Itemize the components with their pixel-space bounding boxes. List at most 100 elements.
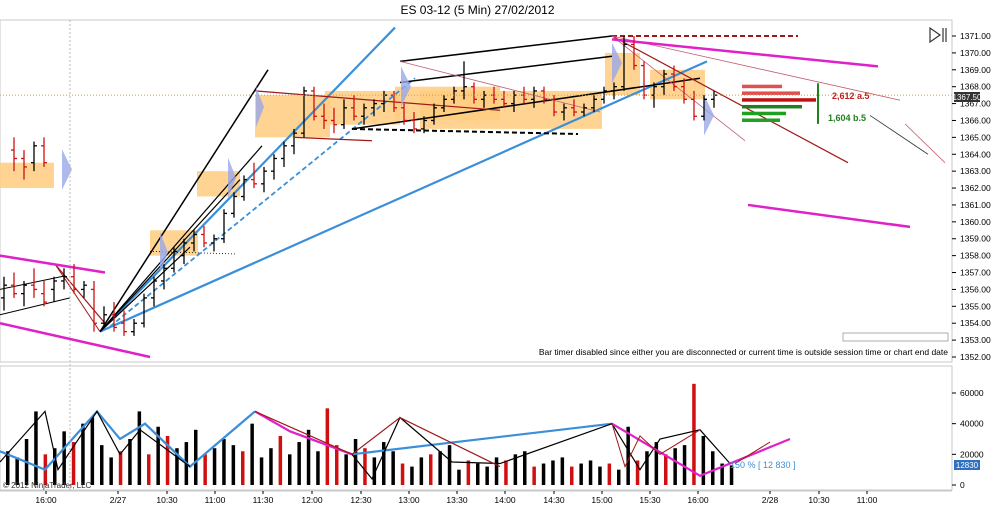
price-bar[interactable]	[411, 112, 417, 134]
play-pause-icon[interactable]	[929, 26, 947, 44]
volume-bar[interactable]	[682, 445, 687, 485]
price-bar[interactable]	[161, 264, 167, 290]
volume-bar[interactable]	[335, 445, 339, 485]
volume-bar[interactable]	[344, 454, 348, 485]
price-bar[interactable]	[31, 268, 37, 298]
price-bar[interactable]	[151, 276, 157, 307]
volume-bar[interactable]	[147, 454, 151, 485]
price-bar[interactable]	[201, 226, 207, 248]
price-bar[interactable]	[621, 36, 627, 91]
price-bar[interactable]	[211, 234, 217, 252]
volume-bar[interactable]	[447, 445, 452, 485]
volume-bar[interactable]	[485, 466, 489, 485]
volume-bar[interactable]	[278, 435, 283, 485]
volume-bar[interactable]	[165, 435, 170, 485]
volume-bar[interactable]	[504, 460, 508, 485]
volume-bar[interactable]	[729, 465, 734, 485]
volume-bar[interactable]	[297, 442, 301, 485]
black-trend-line[interactable]	[399, 35, 613, 63]
volume-bar[interactable]	[250, 423, 254, 485]
price-bar[interactable]	[531, 86, 537, 108]
thin-red-line[interactable]	[399, 60, 601, 113]
price-bar[interactable]	[61, 268, 67, 290]
price-bar[interactable]	[311, 86, 317, 121]
volume-bar[interactable]	[109, 457, 113, 485]
volume-bar[interactable]	[419, 457, 424, 485]
volume-bar[interactable]	[194, 429, 198, 485]
volume-bar[interactable]	[363, 448, 367, 485]
price-bar[interactable]	[581, 103, 587, 117]
magenta-line[interactable]	[611, 38, 879, 68]
magenta-line[interactable]	[747, 203, 911, 229]
volume-bar[interactable]	[212, 448, 217, 485]
volume-bar[interactable]	[316, 451, 320, 485]
volume-bar[interactable]	[494, 457, 499, 485]
volume-bar[interactable]	[241, 451, 245, 485]
volume-bar[interactable]	[81, 423, 85, 485]
volume-bar[interactable]	[635, 460, 640, 485]
price-bar[interactable]	[321, 103, 327, 129]
volume-bar[interactable]	[711, 451, 715, 485]
volume-bar[interactable]	[588, 460, 593, 485]
volume-blue-line[interactable]	[351, 422, 613, 456]
volume-bar[interactable]	[391, 451, 395, 485]
volume-bar[interactable]	[654, 442, 659, 485]
price-bar[interactable]	[11, 272, 17, 298]
volume-bar[interactable]	[288, 454, 292, 485]
volume-bar[interactable]	[523, 451, 527, 485]
volume-bar[interactable]	[269, 448, 273, 485]
volume-black-zigzag[interactable]	[351, 416, 731, 480]
volume-bar[interactable]	[626, 426, 630, 485]
volume-bar[interactable]	[560, 457, 565, 485]
price-bar[interactable]	[471, 82, 477, 104]
volume-bar[interactable]	[645, 451, 649, 485]
price-bar[interactable]	[461, 61, 467, 100]
price-bar[interactable]	[21, 150, 27, 180]
price-bar[interactable]	[141, 293, 147, 328]
volume-bar[interactable]	[175, 448, 179, 485]
black-trend-line[interactable]	[351, 77, 701, 130]
price-bar[interactable]	[561, 103, 567, 121]
black-channel-line[interactable]	[0, 297, 71, 316]
price-bar[interactable]	[111, 302, 117, 332]
volume-bar[interactable]	[701, 435, 706, 485]
volume-bar[interactable]	[410, 466, 414, 485]
volume-bar[interactable]	[156, 426, 160, 485]
price-bar[interactable]	[551, 95, 557, 117]
thin-black-line[interactable]	[869, 115, 929, 155]
volume-magenta-line[interactable]	[611, 422, 791, 478]
price-bar[interactable]	[261, 166, 267, 193]
price-bar[interactable]	[271, 154, 277, 180]
volume-bar[interactable]	[100, 445, 104, 485]
volume-bar[interactable]	[222, 439, 226, 485]
price-bar[interactable]	[281, 141, 287, 167]
volume-bar[interactable]	[541, 463, 546, 485]
volume-bar[interactable]	[34, 411, 38, 485]
price-bar[interactable]	[131, 318, 137, 336]
volume-bar[interactable]	[664, 454, 668, 485]
magenta-line[interactable]	[0, 321, 151, 359]
volume-bar[interactable]	[400, 463, 405, 485]
price-bar[interactable]	[341, 99, 347, 129]
volume-bar[interactable]	[118, 451, 123, 485]
darkred-trend-line[interactable]	[254, 90, 501, 111]
black-dashed-line[interactable]	[351, 127, 579, 135]
thin-red-line[interactable]	[904, 123, 946, 163]
price-bar[interactable]	[671, 65, 677, 91]
volume-bar[interactable]	[62, 431, 66, 485]
price-bar[interactable]	[591, 95, 597, 113]
volume-bar[interactable]	[457, 469, 461, 485]
volume-bar[interactable]	[203, 454, 207, 485]
magenta-line[interactable]	[0, 254, 106, 274]
volume-bar[interactable]	[692, 383, 696, 485]
price-bar[interactable]	[701, 95, 707, 121]
price-bar[interactable]	[361, 103, 367, 125]
volume-bar[interactable]	[90, 417, 95, 485]
volume-bar[interactable]	[6, 451, 10, 485]
price-bar[interactable]	[191, 230, 197, 252]
price-bar[interactable]	[31, 141, 37, 172]
price-bar[interactable]	[41, 280, 47, 307]
darkred-trend-line[interactable]	[54, 263, 106, 324]
blue-trend-line[interactable]	[99, 60, 708, 333]
volume-bar[interactable]	[372, 457, 377, 485]
